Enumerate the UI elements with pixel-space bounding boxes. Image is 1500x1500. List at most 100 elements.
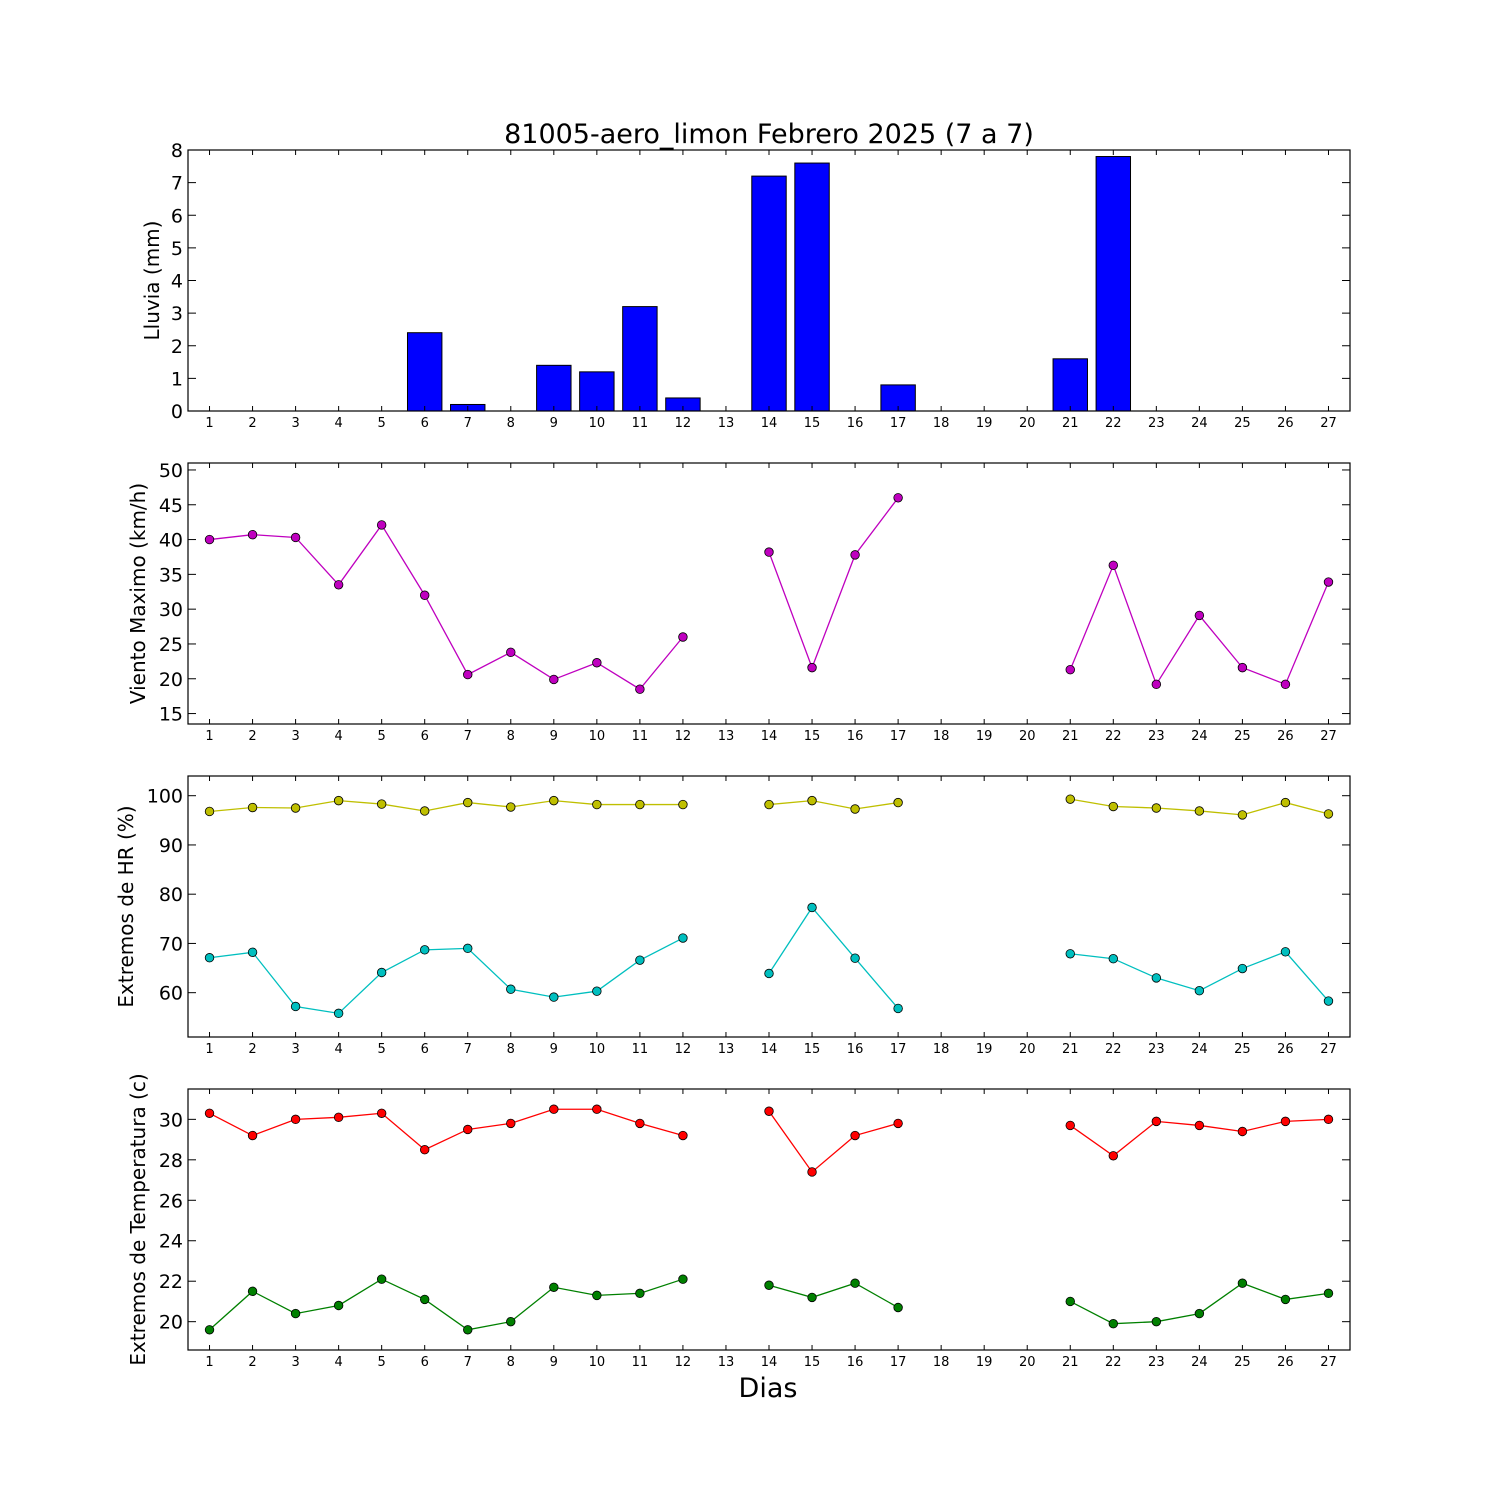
x-axis-label: Dias bbox=[739, 1373, 798, 1404]
point-hr-min-day-1 bbox=[204, 953, 215, 963]
point-wind-day-8 bbox=[506, 647, 516, 658]
x-tick-label: 10 bbox=[589, 1042, 606, 1057]
bar-day-14 bbox=[751, 175, 787, 412]
point-temp-min-day-6 bbox=[420, 1294, 430, 1305]
point-hr-max-day-15 bbox=[807, 795, 817, 806]
x-tick-label: 21 bbox=[1062, 1355, 1079, 1370]
point-temp-min-day-7 bbox=[463, 1325, 473, 1335]
y-axis-label: Extremos de HR (%) bbox=[114, 805, 138, 1007]
point-hr-max-day-12 bbox=[678, 799, 688, 810]
x-tick-label: 8 bbox=[507, 1042, 515, 1057]
series-line-temp-max bbox=[209, 1108, 1329, 1173]
panel-temperature-extremes: 1 2 3 4 5 6 7 8 9 10 11 12 13 14 15 16 17 18 19 20 21 22 23 24 2… bbox=[126, 1073, 1351, 1370]
x-tick-label: 15 bbox=[804, 1042, 821, 1057]
x-tick-label: 1 bbox=[205, 1042, 213, 1057]
point-hr-max-day-6 bbox=[420, 806, 430, 816]
x-tick-label: 25 bbox=[1234, 1355, 1251, 1370]
x-tick-label: 22 bbox=[1105, 729, 1122, 744]
x-tick-label: 2 bbox=[248, 1042, 256, 1057]
point-hr-max-day-9 bbox=[549, 795, 559, 806]
point-temp-min-day-21 bbox=[1065, 1296, 1075, 1307]
x-tick-label: 9 bbox=[550, 1042, 558, 1057]
x-tick-label: 17 bbox=[890, 1355, 907, 1370]
x-tick-label: 17 bbox=[890, 1042, 907, 1057]
x-tick-label: 18 bbox=[933, 729, 950, 744]
x-tick-label: 4 bbox=[334, 416, 342, 431]
point-hr-max-day-4 bbox=[333, 795, 344, 806]
x-tick-label: 14 bbox=[761, 1355, 778, 1370]
point-hr-max-day-3 bbox=[290, 803, 301, 813]
point-temp-min-day-11 bbox=[635, 1288, 645, 1299]
series-line-hr-min bbox=[209, 906, 1329, 1015]
point-temp-max-day-6 bbox=[420, 1144, 430, 1155]
x-tick-label: 10 bbox=[589, 1355, 606, 1370]
x-tick-label: 12 bbox=[675, 1042, 692, 1057]
point-hr-max-day-27 bbox=[1323, 809, 1334, 819]
point-hr-max-day-11 bbox=[635, 799, 645, 810]
x-tick-label: 7 bbox=[464, 416, 472, 431]
y-tick-label: 50 bbox=[159, 460, 183, 482]
point-temp-max-day-11 bbox=[635, 1118, 645, 1129]
point-temp-max-day-14 bbox=[764, 1106, 774, 1116]
point-wind-day-16 bbox=[850, 550, 860, 560]
point-temp-max-day-15 bbox=[807, 1167, 817, 1177]
x-tick-label: 7 bbox=[464, 1042, 472, 1057]
point-temp-max-day-24 bbox=[1194, 1120, 1205, 1131]
y-tick-label: 6 bbox=[171, 205, 183, 227]
x-tick-label: 17 bbox=[890, 416, 907, 431]
plot-frame bbox=[187, 462, 1351, 725]
point-hr-min-day-10 bbox=[592, 986, 602, 996]
x-tick-label: 4 bbox=[334, 729, 342, 744]
x-tick-label: 19 bbox=[976, 729, 993, 744]
x-tick-label: 26 bbox=[1277, 416, 1294, 431]
point-hr-max-day-16 bbox=[850, 804, 860, 814]
point-wind-day-11 bbox=[635, 684, 645, 694]
point-hr-max-day-17 bbox=[893, 797, 903, 808]
y-tick-label: 0 bbox=[171, 401, 183, 423]
x-tick-label: 22 bbox=[1105, 416, 1122, 431]
x-tick-label: 5 bbox=[378, 416, 386, 431]
x-tick-label: 25 bbox=[1234, 416, 1251, 431]
point-hr-max-day-2 bbox=[247, 802, 258, 813]
x-tick-label: 9 bbox=[550, 729, 558, 744]
point-temp-max-day-22 bbox=[1108, 1151, 1118, 1161]
point-temp-min-day-5 bbox=[376, 1274, 387, 1284]
y-tick-label: 2 bbox=[171, 336, 183, 358]
y-tick-label: 80 bbox=[159, 884, 183, 906]
x-tick-label: 12 bbox=[675, 729, 692, 744]
point-wind-day-17 bbox=[893, 493, 903, 503]
x-tick-label: 11 bbox=[632, 729, 649, 744]
point-wind-day-26 bbox=[1280, 679, 1291, 690]
point-temp-min-day-12 bbox=[678, 1274, 688, 1284]
y-tick-label: 1 bbox=[171, 368, 183, 390]
point-temp-max-day-4 bbox=[333, 1112, 344, 1123]
point-temp-max-day-16 bbox=[850, 1130, 860, 1141]
y-tick-label: 100 bbox=[147, 786, 183, 808]
x-tick-label: 23 bbox=[1148, 416, 1165, 431]
point-hr-min-day-16 bbox=[850, 953, 860, 963]
point-hr-max-day-24 bbox=[1194, 806, 1205, 816]
x-tick-label: 6 bbox=[421, 729, 429, 744]
point-hr-max-day-10 bbox=[592, 799, 602, 810]
point-wind-day-22 bbox=[1108, 560, 1118, 571]
point-temp-min-day-10 bbox=[592, 1290, 602, 1301]
plot-frame bbox=[187, 775, 1351, 1038]
x-tick-label: 15 bbox=[804, 1355, 821, 1370]
point-temp-min-day-17 bbox=[893, 1302, 903, 1313]
x-tick-label: 18 bbox=[933, 416, 950, 431]
plot-frame bbox=[187, 1088, 1351, 1351]
point-temp-max-day-17 bbox=[893, 1118, 903, 1129]
point-hr-min-day-4 bbox=[333, 1008, 344, 1019]
x-tick-label: 5 bbox=[378, 729, 386, 744]
x-tick-label: 16 bbox=[847, 1355, 864, 1370]
point-hr-max-day-25 bbox=[1237, 810, 1248, 820]
x-tick-label: 3 bbox=[291, 729, 299, 744]
point-temp-max-day-5 bbox=[376, 1108, 387, 1118]
point-hr-min-day-15 bbox=[807, 902, 817, 913]
y-axis-label: Extremos de Temperatura (c) bbox=[126, 1073, 150, 1365]
x-tick-label: 11 bbox=[632, 1355, 649, 1370]
x-tick-label: 22 bbox=[1105, 1355, 1122, 1370]
point-hr-min-day-27 bbox=[1323, 996, 1334, 1006]
x-tick-label: 3 bbox=[291, 1042, 299, 1057]
